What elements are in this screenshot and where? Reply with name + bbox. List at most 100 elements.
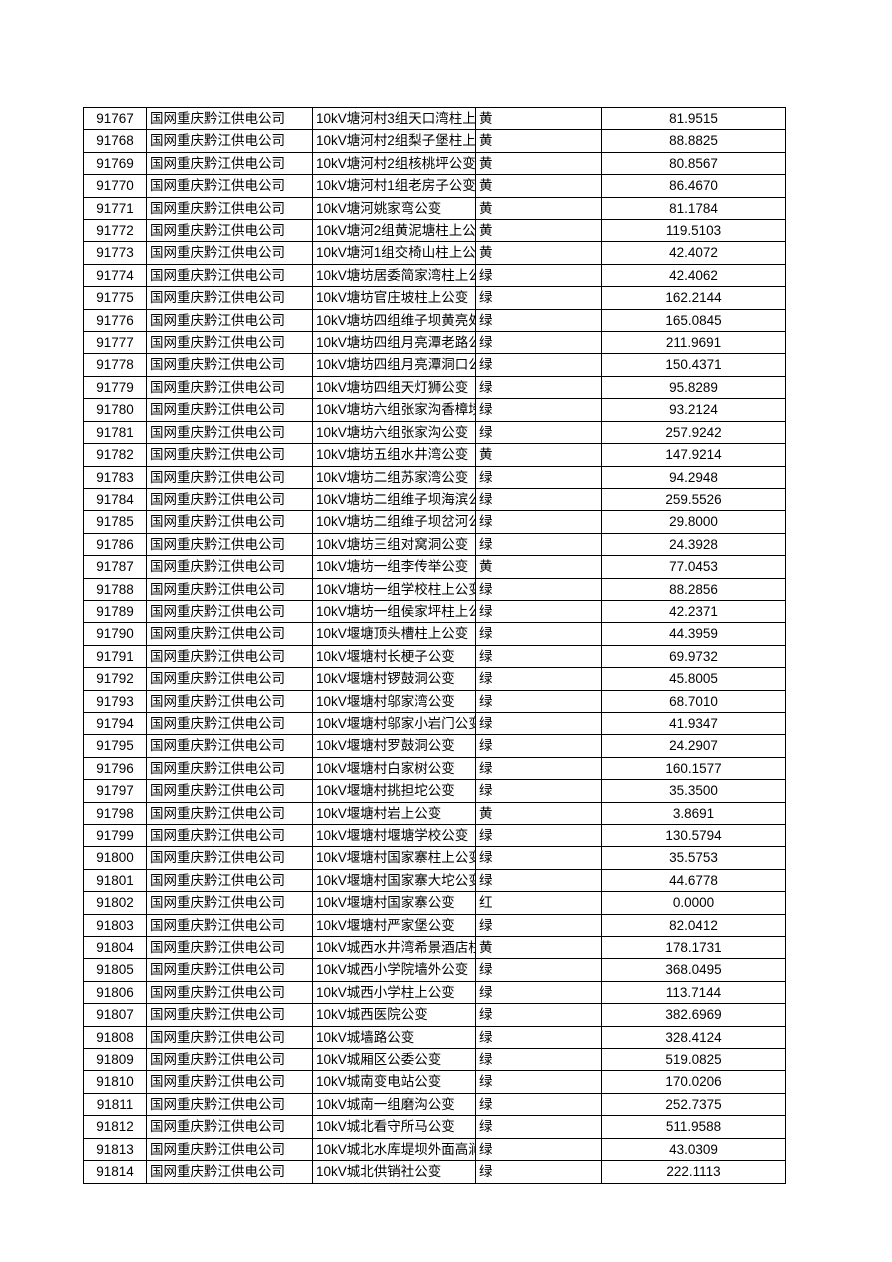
cell-device-name[interactable]: 10kV城北水库堤坝外面高涧公变	[312, 1137, 476, 1162]
cell-status-color-label[interactable]: 绿	[475, 1092, 602, 1117]
table-row[interactable]: 91785国网重庆黔江供电公司10kV塘坊二组维子坝岔河公变绿29.8000	[83, 510, 786, 534]
cell-supply-company[interactable]: 国网重庆黔江供电公司	[146, 980, 313, 1005]
cell-device-name[interactable]: 10kV塘坊一组学校柱上公变	[312, 577, 476, 601]
cell-measured-value[interactable]: 94.2948	[601, 465, 786, 489]
cell-supply-company[interactable]: 国网重庆黔江供电公司	[146, 1025, 313, 1050]
cell-measured-value[interactable]: 41.9347	[601, 711, 786, 736]
table-row[interactable]: 91801 国网重庆黔江供电公司 10kV堰塘村国家寨大坨公变绿 44.6778	[83, 868, 786, 893]
cell-measured-value[interactable]: 42.2371	[601, 599, 786, 624]
cell-status-color-label[interactable]: 绿	[475, 1137, 602, 1162]
cell-status-color-label[interactable]: 绿	[475, 779, 602, 803]
cell-status-color-label[interactable]: 绿	[475, 420, 602, 445]
cell-measured-value[interactable]: 24.3928	[601, 532, 786, 557]
cell-row-id[interactable]: 91809	[83, 1048, 147, 1072]
cell-measured-value[interactable]: 95.8289	[601, 375, 786, 400]
table-row[interactable]: 91787 国网重庆黔江供电公司 10kV塘坊一组李传举公变黄 77.0453	[83, 555, 786, 579]
cell-row-id[interactable]: 91784	[83, 487, 147, 512]
table-row[interactable]: 91770 国网重庆黔江供电公司 10kV塘河村1组老房子公变黄 86.4670	[83, 174, 786, 198]
cell-device-name[interactable]: 10kV城墙路公变	[312, 1025, 476, 1050]
cell-measured-value[interactable]: 93.2124	[601, 398, 786, 422]
cell-device-name[interactable]: 10kV城厢区公委公变	[312, 1048, 476, 1072]
cell-supply-company[interactable]: 国网重庆黔江供电公司	[146, 398, 313, 422]
cell-row-id[interactable]: 91777	[83, 331, 147, 355]
cell-row-id[interactable]: 91797	[83, 779, 147, 803]
cell-supply-company[interactable]: 国网重庆黔江供电公司	[146, 801, 313, 826]
cell-measured-value[interactable]: 81.1784	[601, 196, 786, 221]
cell-device-name[interactable]: 10kV塘河2组黄泥塘柱上公变	[312, 219, 476, 243]
cell-device-name[interactable]: 10kV塘坊二组维子坝海滨公变	[312, 487, 476, 512]
cell-status-color-label[interactable]: 绿	[475, 823, 602, 848]
cell-row-id[interactable]: 91800	[83, 846, 147, 870]
cell-supply-company[interactable]: 国网重庆黔江供电公司	[146, 868, 313, 893]
cell-row-id[interactable]: 91770	[83, 174, 147, 198]
cell-device-name[interactable]: 10kV塘河村3组天口湾柱上公变	[312, 106, 476, 131]
cell-status-color-label[interactable]: 绿	[475, 644, 602, 669]
cell-status-color-label[interactable]: 绿	[475, 286, 602, 310]
table-row[interactable]: 91782 国网重庆黔江供电公司 10kV塘坊五组水井湾公变黄 147.9214	[83, 443, 786, 467]
cell-device-name[interactable]: 10kV城南变电站公变	[312, 1070, 476, 1094]
cell-row-id[interactable]: 91804	[83, 936, 147, 960]
cell-measured-value[interactable]: 113.7144	[601, 980, 786, 1005]
cell-row-id[interactable]: 91780	[83, 398, 147, 422]
cell-supply-company[interactable]: 国网重庆黔江供电公司	[146, 1115, 313, 1139]
cell-supply-company[interactable]: 国网重庆黔江供电公司	[146, 936, 313, 960]
cell-device-name[interactable]: 10kV塘坊四组天灯狮公变	[312, 375, 476, 400]
cell-supply-company[interactable]: 国网重庆黔江供电公司	[146, 196, 313, 221]
cell-measured-value[interactable]: 88.8825	[601, 129, 786, 153]
cell-measured-value[interactable]: 77.0453	[601, 555, 786, 579]
cell-row-id[interactable]: 91776	[83, 308, 147, 333]
table-row[interactable]: 91813国网重庆黔江供电公司10kV城北水库堤坝外面高涧公变绿43.0309	[83, 1137, 786, 1162]
cell-measured-value[interactable]: 130.5794	[601, 823, 786, 848]
cell-measured-value[interactable]: 29.8000	[601, 510, 786, 534]
table-row[interactable]: 91768国网重庆黔江供电公司10kV塘河村2组梨子堡柱上公变黄88.8825	[83, 129, 786, 153]
cell-supply-company[interactable]: 国网重庆黔江供电公司	[146, 532, 313, 557]
cell-status-color-label[interactable]: 黄	[475, 129, 602, 153]
cell-status-color-label[interactable]: 黄	[475, 801, 602, 826]
cell-row-id[interactable]: 91806	[83, 980, 147, 1005]
cell-row-id[interactable]: 91772	[83, 219, 147, 243]
cell-device-name[interactable]: 10kV堰塘村邬家小岩门公变	[312, 711, 476, 736]
table-row[interactable]: 91776国网重庆黔江供电公司10kV塘坊四组维子坝黄亮处公变绿165.0845	[83, 308, 786, 333]
table-row[interactable]: 91798 国网重庆黔江供电公司 10kV堰塘村岩上公变黄 3.8691	[83, 801, 786, 826]
cell-supply-company[interactable]: 国网重庆黔江供电公司	[146, 913, 313, 938]
table-row[interactable]: 91804国网重庆黔江供电公司10kV城西水井湾希景酒店柱上公变黄178.173…	[83, 936, 786, 960]
table-row[interactable]: 91809 国网重庆黔江供电公司 10kV城厢区公委公变绿 519.0825	[83, 1048, 786, 1072]
cell-row-id[interactable]: 91791	[83, 644, 147, 669]
cell-device-name[interactable]: 10kV堰塘村严家堡公变	[312, 913, 476, 938]
cell-status-color-label[interactable]: 绿	[475, 353, 602, 377]
cell-status-color-label[interactable]: 黄	[475, 196, 602, 221]
table-row[interactable]: 91802 国网重庆黔江供电公司 10kV堰塘村国家寨公变红 0.0000	[83, 891, 786, 915]
table-row[interactable]: 91767国网重庆黔江供电公司10kV塘河村3组天口湾柱上公变黄81.9515	[83, 106, 786, 131]
cell-device-name[interactable]: 10kV塘坊四组维子坝黄亮处公变	[312, 308, 476, 333]
cell-device-name[interactable]: 10kV塘坊六组张家沟公变	[312, 420, 476, 445]
cell-supply-company[interactable]: 国网重庆黔江供电公司	[146, 823, 313, 848]
cell-measured-value[interactable]: 252.7375	[601, 1092, 786, 1117]
table-row[interactable]: 91796 国网重庆黔江供电公司 10kV堰塘村白家树公变绿 160.1577	[83, 756, 786, 781]
table-row[interactable]: 91790 国网重庆黔江供电公司 10kV堰塘顶头槽柱上公变绿 44.3959	[83, 622, 786, 646]
cell-measured-value[interactable]: 43.0309	[601, 1137, 786, 1162]
cell-row-id[interactable]: 91785	[83, 510, 147, 534]
cell-status-color-label[interactable]: 绿	[475, 711, 602, 736]
cell-status-color-label[interactable]: 黄	[475, 555, 602, 579]
table-row[interactable]: 91797 国网重庆黔江供电公司 10kV堰塘村挑担坨公变绿 35.3500	[83, 779, 786, 803]
cell-status-color-label[interactable]: 绿	[475, 868, 602, 893]
cell-supply-company[interactable]: 国网重庆黔江供电公司	[146, 555, 313, 579]
cell-supply-company[interactable]: 国网重庆黔江供电公司	[146, 711, 313, 736]
cell-status-color-label[interactable]: 绿	[475, 667, 602, 691]
cell-device-name[interactable]: 10kV堰塘村罗鼓洞公变	[312, 734, 476, 758]
cell-device-name[interactable]: 10kV堰塘村国家寨柱上公变	[312, 846, 476, 870]
cell-device-name[interactable]: 10kV堰塘村白家树公变	[312, 756, 476, 781]
table-row[interactable]: 91789国网重庆黔江供电公司10kV塘坊一组侯家坪柱上公变绿42.2371	[83, 599, 786, 624]
cell-measured-value[interactable]: 150.4371	[601, 353, 786, 377]
cell-supply-company[interactable]: 国网重庆黔江供电公司	[146, 106, 313, 131]
cell-measured-value[interactable]: 259.5526	[601, 487, 786, 512]
table-row[interactable]: 91800 国网重庆黔江供电公司 10kV堰塘村国家寨柱上公变绿 35.5753	[83, 846, 786, 870]
cell-supply-company[interactable]: 国网重庆黔江供电公司	[146, 958, 313, 982]
cell-supply-company[interactable]: 国网重庆黔江供电公司	[146, 174, 313, 198]
cell-row-id[interactable]: 91781	[83, 420, 147, 445]
cell-row-id[interactable]: 91812	[83, 1115, 147, 1139]
cell-status-color-label[interactable]: 黄	[475, 151, 602, 176]
cell-row-id[interactable]: 91792	[83, 667, 147, 691]
cell-measured-value[interactable]: 119.5103	[601, 219, 786, 243]
cell-measured-value[interactable]: 178.1731	[601, 936, 786, 960]
